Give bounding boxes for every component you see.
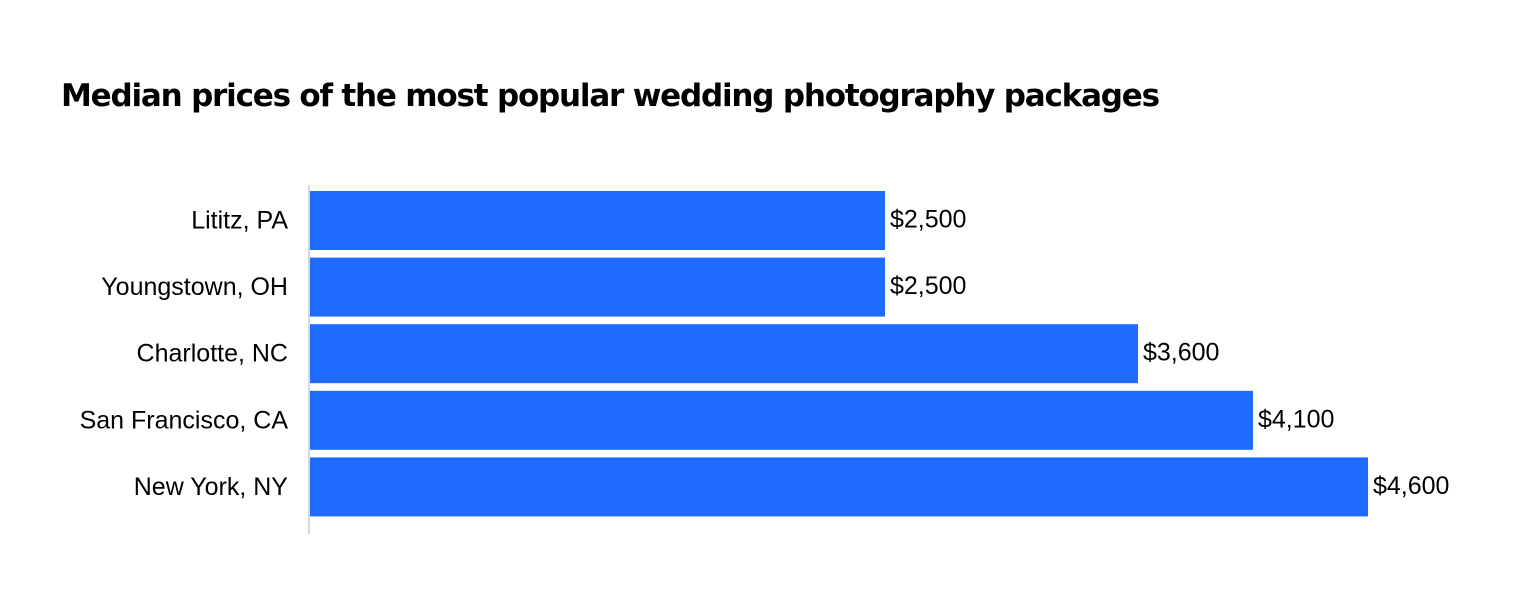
- value-label: $3,600: [1143, 339, 1219, 367]
- category-label: New York, NY: [134, 473, 289, 501]
- chart-title: Median prices of the most popular weddin…: [61, 78, 1160, 114]
- category-labels-group: Lititz, PA Youngstown, OH Charlotte, NC San…: [80, 207, 289, 501]
- value-labels-group: $2,500 $2,500 $3,600 $4,100 $4,600: [890, 206, 1449, 500]
- category-label: Charlotte, NC: [137, 340, 288, 368]
- bar: [310, 191, 885, 250]
- value-label: $4,100: [1258, 405, 1334, 433]
- bar: [310, 324, 1138, 384]
- value-label: $4,600: [1373, 472, 1449, 500]
- value-label: $2,500: [890, 272, 966, 300]
- category-label: Youngstown, OH: [101, 273, 288, 301]
- bar: [310, 390, 1253, 450]
- bar: [310, 257, 885, 317]
- category-label: Lititz, PA: [191, 207, 288, 235]
- category-label: San Francisco, CA: [80, 406, 289, 434]
- bar: [310, 457, 1368, 517]
- bars-group: [310, 191, 1368, 517]
- value-label: $2,500: [890, 206, 966, 234]
